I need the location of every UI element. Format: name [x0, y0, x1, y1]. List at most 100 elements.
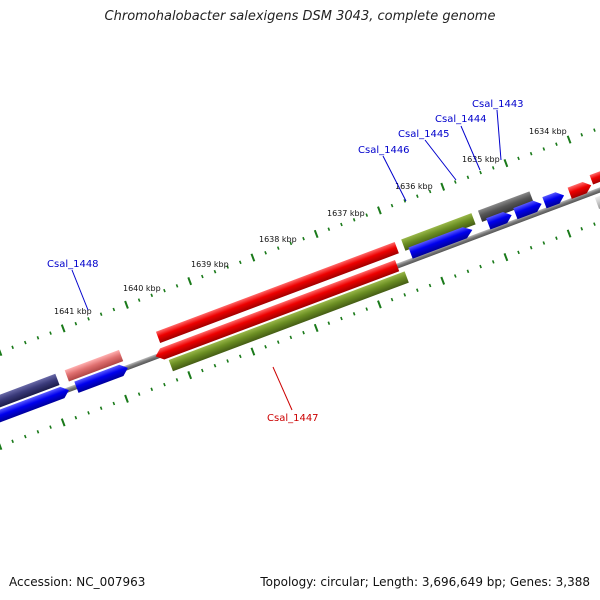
- gene-block-red-right: [589, 164, 600, 185]
- inner-tick: [503, 253, 509, 262]
- outer-tick: [580, 133, 584, 137]
- outer-tick: [440, 182, 446, 191]
- inner-tick: [11, 439, 14, 444]
- inner-tick: [302, 330, 305, 335]
- outer-tick: [377, 206, 382, 215]
- tick-label-1640: 1640 kbp: [123, 284, 161, 293]
- outer-tick: [276, 246, 280, 250]
- outer-tick: [390, 203, 394, 208]
- outer-tick: [327, 227, 331, 231]
- outer-tick: [566, 135, 572, 144]
- inner-tick: [340, 316, 343, 321]
- gene-label-csal-1446[interactable]: Csal_1446: [358, 145, 410, 156]
- outer-tick: [264, 251, 267, 255]
- gene-label-csal-1444[interactable]: Csal_1444: [435, 114, 487, 125]
- outer-tick: [542, 147, 546, 151]
- cds-arrow-csal-1445: [486, 211, 512, 230]
- inner-tick: [137, 392, 141, 396]
- tick-label-1638: 1638 kbp: [259, 235, 297, 244]
- outer-tick: [453, 180, 457, 184]
- inner-tick: [36, 430, 40, 434]
- outer-tick: [74, 321, 78, 326]
- outer-tick: [555, 142, 558, 146]
- cds-arrow-right-red: [567, 182, 592, 199]
- inner-tick: [264, 345, 267, 349]
- inner-tick: [60, 418, 66, 427]
- cds-arrow-csal-1443: [542, 192, 565, 209]
- inner-tick: [163, 382, 166, 387]
- cds-arrow-csal-1448: [74, 364, 128, 393]
- inner-tick: [555, 236, 558, 240]
- outer-tick: [491, 166, 495, 170]
- inner-tick: [479, 264, 482, 269]
- gene-block-pink-csal-1448: [64, 349, 124, 382]
- gene-label-csal-1448[interactable]: Csal_1448: [47, 259, 99, 270]
- outer-tick: [112, 307, 116, 312]
- gene-labels: Csal_1443 Csal_1444 Csal_1445 Csal_1446 …: [47, 99, 524, 424]
- inner-tick: [213, 363, 217, 368]
- forward-cds-track: [0, 182, 592, 429]
- inner-tick: [276, 340, 280, 344]
- gene-block-olive-csal-1446: [401, 213, 476, 251]
- cds-arrow-csal-1444: [513, 200, 542, 220]
- inner-tick: [112, 401, 116, 406]
- gene-block-navy-left: [0, 373, 60, 419]
- outer-tick: [479, 170, 482, 175]
- outer-tick: [593, 128, 596, 132]
- inner-tick: [250, 347, 256, 356]
- gene-label-csal-1443[interactable]: Csal_1443: [472, 99, 524, 110]
- tick-label-1637: 1637 kbp: [327, 209, 365, 218]
- outer-tick: [49, 331, 52, 335]
- outer-tick: [175, 284, 179, 288]
- leader-line-csal-1446: [382, 155, 407, 202]
- inner-tick: [365, 307, 369, 311]
- leader-line-csal-1444: [460, 125, 481, 171]
- outer-tick: [302, 236, 305, 241]
- inner-tick: [87, 411, 90, 415]
- leader-line-csal-1447: [272, 366, 293, 411]
- inner-tick: [327, 321, 331, 325]
- tick-labels: 1634 kbp 1635 kbp 1636 kbp 1637 kbp 1638…: [54, 127, 567, 316]
- inner-tick: [150, 387, 154, 392]
- outer-tick: [201, 274, 204, 279]
- inner-tick: [313, 323, 319, 333]
- outer-tick: [226, 265, 229, 269]
- gene-label-csal-1447[interactable]: Csal_1447: [267, 413, 319, 424]
- outer-tick: [11, 345, 14, 350]
- inner-tick: [466, 269, 470, 274]
- inner-tick: [74, 415, 78, 420]
- outer-tick: [428, 189, 432, 194]
- upper-feature-track: [0, 164, 600, 419]
- inner-tick: [289, 335, 293, 340]
- inner-tick: [517, 250, 520, 255]
- cds-arrow-left: [0, 386, 69, 429]
- leader-line-csal-1443: [496, 109, 502, 161]
- outer-tick: [124, 300, 129, 309]
- leader-line-csal-1445: [424, 139, 457, 181]
- gene-label-csal-1445[interactable]: Csal_1445: [398, 129, 450, 140]
- outer-tick: [163, 288, 166, 293]
- inner-tick: [377, 300, 382, 309]
- gene-block-olive-csal-1447: [168, 271, 409, 372]
- outer-tick: [150, 293, 154, 298]
- inner-tick: [566, 229, 572, 238]
- outer-tick: [99, 312, 103, 316]
- cds-arrow-csal-1446: [408, 227, 473, 259]
- outer-tick: [352, 218, 356, 222]
- outer-tick: [313, 229, 319, 239]
- leader-line-csal-1448: [71, 269, 89, 311]
- inner-tick: [201, 368, 204, 373]
- outer-tick: [340, 222, 343, 227]
- inner-tick: [124, 394, 129, 403]
- inner-tick: [428, 283, 432, 288]
- outer-tick: [23, 340, 27, 345]
- gene-block-red-csal-1447: [155, 241, 399, 343]
- inner-tick: [187, 371, 193, 380]
- inner-tick: [49, 425, 52, 429]
- inner-tick-row: [0, 222, 596, 451]
- inner-tick: [23, 434, 27, 439]
- outer-tick: [137, 298, 141, 302]
- tick-label-1635: 1635 kbp: [462, 155, 500, 164]
- inner-tick: [99, 406, 103, 410]
